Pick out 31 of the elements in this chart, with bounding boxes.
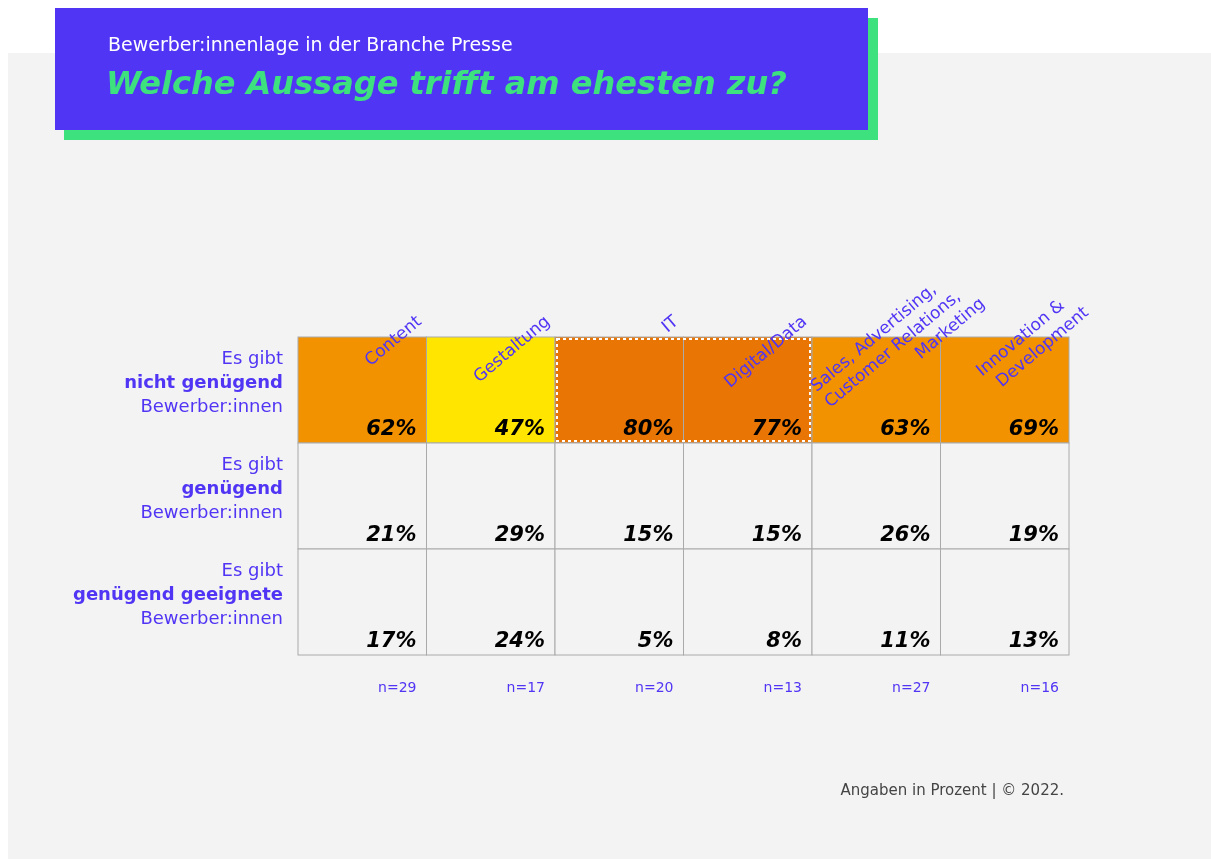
data-label: 63% bbox=[880, 416, 931, 440]
data-label: 15% bbox=[751, 522, 802, 546]
text: n=17 bbox=[506, 679, 545, 695]
chart-title: Welche Aussage trifft am ehesten zu? bbox=[106, 64, 787, 102]
data-label: 19% bbox=[1008, 522, 1059, 546]
data-label: 17% bbox=[366, 628, 417, 652]
data-label: 8% bbox=[766, 628, 802, 652]
text: n=20 bbox=[635, 679, 674, 695]
data-label: 69% bbox=[1008, 416, 1059, 440]
x-tick-label: IT bbox=[657, 310, 683, 336]
data-label: 80% bbox=[623, 416, 674, 440]
text: Angaben in Prozent | © 2022. bbox=[840, 781, 1064, 799]
data-label: 47% bbox=[493, 416, 545, 440]
text: n=27 bbox=[892, 679, 931, 695]
chart-subtitle: Bewerber:innenlage in der Branche Presse bbox=[108, 33, 513, 55]
y-tick-label: Es gibt genügend geeignete Bewerber:innen bbox=[73, 559, 283, 628]
y-tick-label: Es gibt nicht genügend Bewerber:innen bbox=[124, 347, 283, 416]
data-label: 11% bbox=[880, 628, 931, 652]
data-label: 77% bbox=[751, 416, 802, 440]
data-label: 62% bbox=[366, 416, 417, 440]
data-label: 21% bbox=[366, 522, 417, 546]
data-label: 29% bbox=[494, 522, 545, 546]
text: n=13 bbox=[763, 679, 802, 695]
y-tick-label: Es gibt genügend Bewerber:innen bbox=[140, 453, 283, 522]
data-label: 24% bbox=[494, 628, 545, 652]
text: n=16 bbox=[1020, 679, 1060, 695]
data-label: 26% bbox=[880, 522, 931, 546]
data-label: 5% bbox=[637, 628, 674, 652]
data-label: 13% bbox=[1008, 628, 1059, 652]
data-label: 15% bbox=[623, 522, 674, 546]
text: n=29 bbox=[378, 679, 417, 695]
